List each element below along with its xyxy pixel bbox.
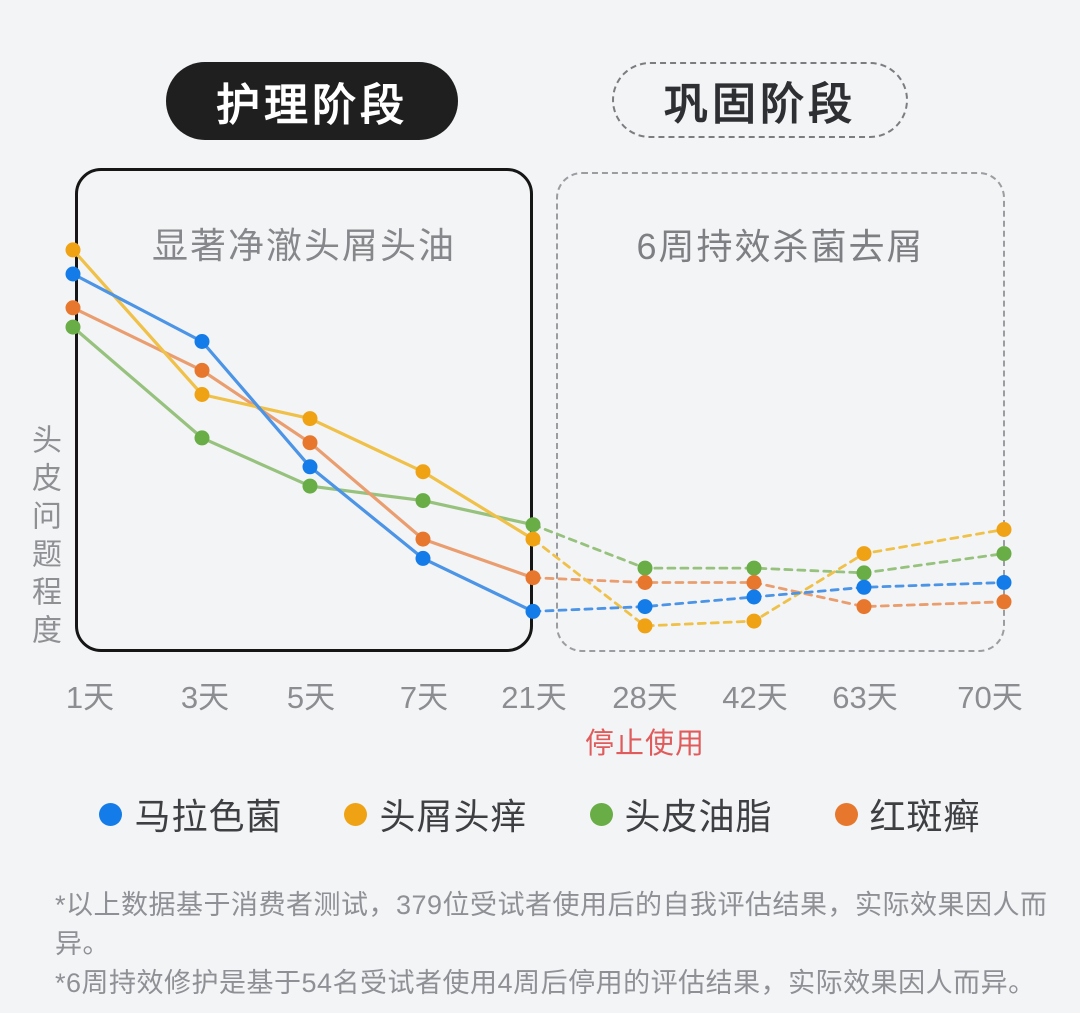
data-point (996, 575, 1012, 590)
x-axis-label: 7天 (399, 680, 449, 715)
data-point (996, 522, 1012, 537)
data-point (194, 430, 210, 446)
data-point (746, 613, 762, 629)
series-line-solid-1 (71, 248, 535, 541)
series-line-dashed-2 (531, 523, 1006, 575)
data-point (525, 603, 541, 619)
consolidation-phase-badge-label: 巩固阶段 (664, 80, 856, 129)
legend-dot-icon (589, 802, 613, 826)
legend-label: 头屑头痒 (379, 796, 528, 837)
data-point (65, 319, 81, 335)
x-axis-label: 1天 (65, 680, 115, 715)
data-point (996, 546, 1012, 562)
data-point (637, 618, 653, 634)
series-line-dashed-1 (531, 528, 1006, 628)
data-point (415, 493, 431, 509)
data-point (194, 362, 210, 378)
data-point (525, 517, 541, 533)
data-point (65, 300, 81, 316)
consolidation-phase-badge: 巩固阶段 (612, 62, 908, 138)
footnotes: *以上数据基于消费者测试，379位受试者使用后的自我评估结果，实际效果因人而异。… (55, 886, 1080, 1003)
data-point (65, 266, 81, 282)
data-point (856, 565, 872, 581)
legend-dot-icon (344, 802, 368, 826)
data-point (415, 531, 431, 547)
x-axis-label: 5天 (286, 680, 336, 715)
x-axis-label: 3天 (180, 680, 230, 715)
legend: 马拉色菌 头屑头痒 头皮油脂 红斑癣 (0, 788, 1080, 840)
data-point (856, 579, 872, 595)
footnote-2: *6周持效修护是基于54名受试者使用4周后停用的评估结果，实际效果因人而异。 (55, 968, 1036, 998)
data-point (856, 599, 872, 615)
legend-item: 头皮油脂 (589, 788, 773, 840)
legend-dot-icon (834, 802, 858, 826)
data-point (637, 560, 653, 576)
series-line-dashed-3 (531, 576, 1006, 608)
care-phase-box: 显著净澈头屑头油 (75, 168, 533, 652)
x-axis-label: 63天 (832, 680, 898, 715)
stop-usage-note: 停止使用 (584, 728, 706, 760)
care-phase-box-title: 显著净澈头屑头油 (151, 225, 456, 266)
x-axis-label: 28天 (612, 680, 678, 715)
legend-dot-icon (99, 802, 123, 826)
data-point (746, 575, 762, 590)
data-point (302, 459, 318, 475)
data-point (637, 575, 653, 590)
legend-label: 头皮油脂 (624, 796, 773, 837)
data-point (302, 478, 318, 494)
data-point (525, 531, 541, 547)
legend-item: 马拉色菌 (99, 788, 282, 840)
legend-label: 红斑癣 (869, 796, 981, 837)
data-point (302, 411, 318, 427)
care-phase-badge: 护理阶段 (166, 62, 458, 140)
x-axis-label: 70天 (957, 680, 1023, 715)
data-point (996, 594, 1012, 610)
data-point (65, 242, 81, 258)
data-point (302, 435, 318, 451)
legend-item: 红斑癣 (834, 788, 981, 840)
data-point (856, 546, 872, 562)
legend-label: 马拉色菌 (134, 796, 283, 837)
data-point (637, 599, 653, 615)
data-point (746, 560, 762, 576)
consolidation-phase-box-title: 6周持效杀菌去屑 (636, 226, 925, 267)
footnote-1: *以上数据基于消费者测试，379位受试者使用后的自我评估结果，实际效果因人而异。 (55, 890, 1048, 959)
consolidation-phase-box: 6周持效杀菌去屑 (556, 172, 1005, 652)
x-axis-label: 42天 (722, 680, 788, 715)
y-axis-label: 头皮问题程度 (27, 424, 60, 652)
data-point (415, 550, 431, 566)
data-point (194, 334, 210, 349)
data-point (415, 464, 431, 480)
data-point (194, 387, 210, 402)
data-point (525, 570, 541, 586)
x-axis-label: 21天 (501, 680, 567, 715)
legend-item: 头屑头痒 (344, 788, 527, 840)
data-point (746, 589, 762, 605)
care-phase-badge-label: 护理阶段 (216, 81, 408, 130)
